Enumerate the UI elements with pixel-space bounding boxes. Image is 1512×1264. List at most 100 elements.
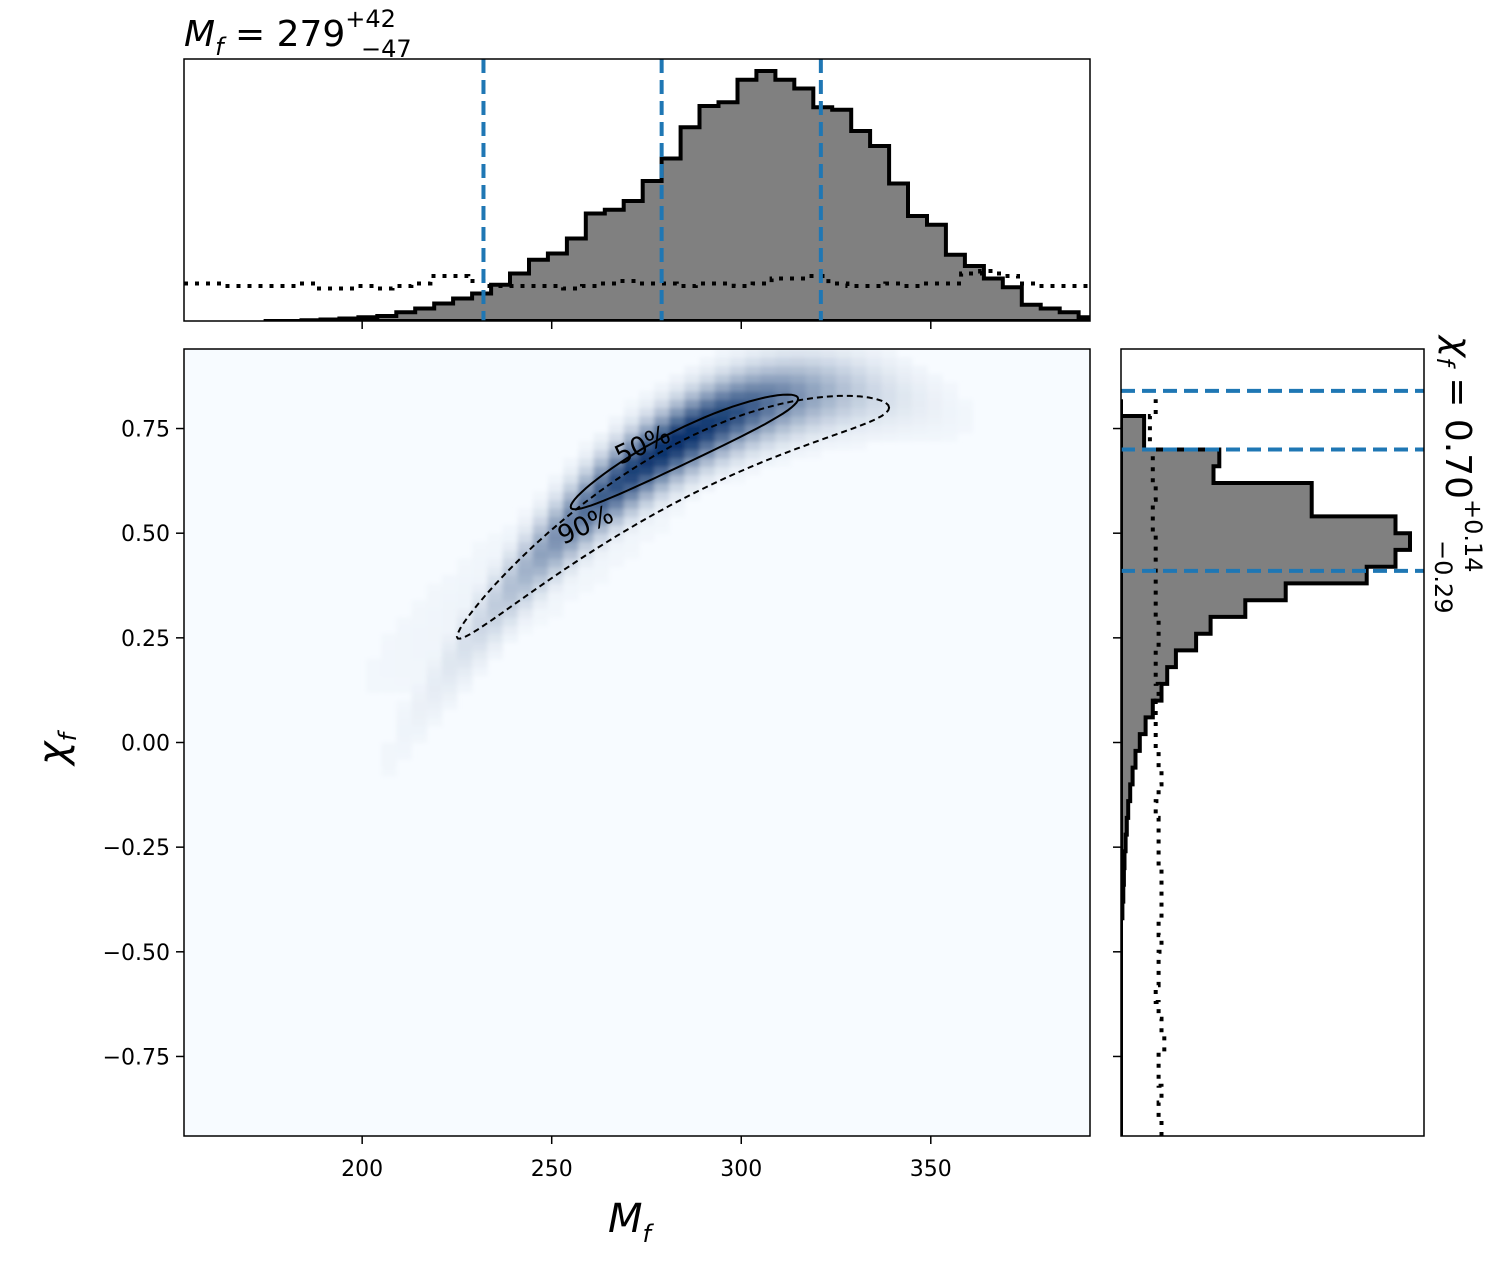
density-cell: [426, 658, 443, 668]
density-cell: [487, 533, 504, 543]
density-cell: [532, 616, 549, 626]
density-cell: [456, 608, 473, 618]
density-cell: [487, 616, 504, 626]
density-cell: [638, 415, 655, 425]
density-cell: [487, 549, 504, 559]
density-cell: [517, 516, 534, 526]
density-cell: [487, 575, 504, 585]
density-cell: [623, 415, 640, 425]
density-cell: [426, 692, 443, 702]
density-cell: [623, 499, 640, 509]
density-cell: [563, 591, 579, 601]
density-cell: [623, 424, 640, 434]
density-cell: [456, 675, 473, 685]
density-cell: [472, 549, 488, 559]
density-cell: [775, 407, 792, 417]
density-cell: [547, 524, 564, 534]
density-cell: [563, 549, 579, 559]
density-cell: [456, 583, 473, 593]
contour-90: [455, 394, 891, 640]
density-cell: [608, 533, 625, 543]
density-cell: [775, 424, 792, 434]
density-cell: [760, 415, 776, 425]
density-cell: [760, 390, 776, 400]
density-cell: [532, 600, 549, 610]
density-cell: [578, 541, 594, 551]
density-cell: [790, 382, 807, 392]
density-cell: [608, 524, 625, 534]
density-cell: [896, 424, 913, 434]
density-cell: [745, 390, 761, 400]
density-cell: [396, 700, 413, 710]
density-cell: [426, 675, 443, 685]
density-cell: [608, 432, 625, 442]
density-cell: [472, 667, 488, 677]
density-cell: [623, 482, 640, 492]
density-cell: [426, 608, 443, 618]
density-cell: [684, 466, 701, 476]
density-cell: [654, 474, 670, 484]
density-cell: [532, 524, 549, 534]
density-cell: [714, 390, 731, 400]
density-cell: [911, 432, 928, 442]
density-cell: [669, 390, 685, 400]
density-cell: [805, 374, 822, 384]
density-cell: [638, 466, 655, 476]
density-cell: [760, 399, 776, 409]
density-cell: [365, 683, 382, 693]
density-cell: [593, 575, 610, 585]
density-cell: [729, 390, 746, 400]
density-cell: [866, 390, 883, 400]
density-cell: [441, 608, 458, 618]
density-cell: [411, 616, 428, 626]
density-cell: [820, 349, 837, 358]
density-cell: [699, 382, 716, 392]
density-cell: [638, 407, 655, 417]
density-cell: [684, 390, 701, 400]
right-marginal-yticks: [1113, 427, 1121, 1058]
density-cell: [714, 415, 731, 425]
density-cell: [881, 374, 898, 384]
density-cell: [411, 675, 428, 685]
density-cell: [547, 566, 564, 576]
density-cell: [699, 399, 716, 409]
density-cell: [654, 516, 670, 526]
density-cell: [396, 734, 413, 744]
density-cell: [896, 407, 913, 417]
density-cell: [623, 524, 640, 534]
density-cell: [714, 365, 731, 375]
density-cell: [411, 725, 428, 735]
density-cell: [866, 382, 883, 392]
y-tick-label: 0.00: [121, 732, 170, 757]
density-cell: [851, 357, 867, 367]
density-cell: [456, 566, 473, 576]
density-cell: [745, 441, 761, 451]
density-cell: [517, 625, 534, 635]
density-cell: [638, 474, 655, 484]
density-cell: [851, 399, 867, 409]
density-cell: [760, 382, 776, 392]
density-cell: [942, 424, 958, 434]
density-cell: [396, 625, 413, 635]
y-tick-label: −0.75: [103, 1045, 170, 1070]
density-cell: [714, 382, 731, 392]
density-cell: [547, 549, 564, 559]
density-cell: [820, 407, 837, 417]
density-cell: [578, 516, 594, 526]
density-cell: [608, 508, 625, 518]
density-cell: [578, 575, 594, 585]
density-cell: [608, 558, 625, 568]
density-cell: [547, 508, 564, 518]
density-cell: [472, 616, 488, 626]
density-cell: [714, 466, 731, 476]
density-cell: [381, 750, 397, 760]
density-cell: [502, 549, 519, 559]
density-cell: [563, 524, 579, 534]
density-cell: [775, 449, 792, 459]
density-cell: [441, 642, 458, 651]
density-cell: [836, 399, 852, 409]
density-cell: [623, 508, 640, 518]
density-cell: [563, 558, 579, 568]
density-cell: [699, 407, 716, 417]
density-cell: [836, 382, 852, 392]
